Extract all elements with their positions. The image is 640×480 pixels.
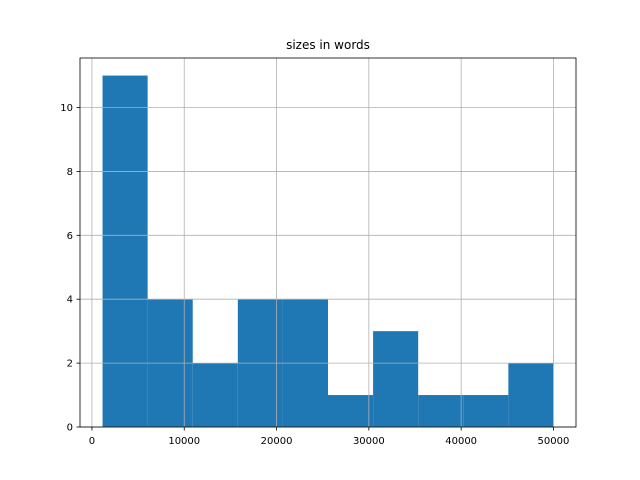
bar [463,395,509,427]
y-tick-label: 8 [67,167,73,178]
bar [508,363,554,427]
y-tick-label: 6 [67,231,73,242]
x-tick-label: 0 [89,436,95,447]
x-tick-label: 20000 [261,436,293,447]
y-tick-label: 10 [60,103,73,114]
x-tick-label: 30000 [353,436,385,447]
y-tick-label: 2 [67,359,73,370]
y-tick-label: 0 [67,423,73,434]
chart-title: sizes in words [286,38,370,52]
bar [373,331,419,427]
y-tick-label: 4 [67,295,73,306]
bar [192,363,238,427]
x-tick-label: 50000 [538,436,570,447]
x-tick-label: 40000 [445,436,477,447]
plot-frame [79,57,577,428]
x-tick-label: 10000 [168,436,200,447]
bar [328,395,374,427]
bar [418,395,464,427]
bar [102,75,148,428]
